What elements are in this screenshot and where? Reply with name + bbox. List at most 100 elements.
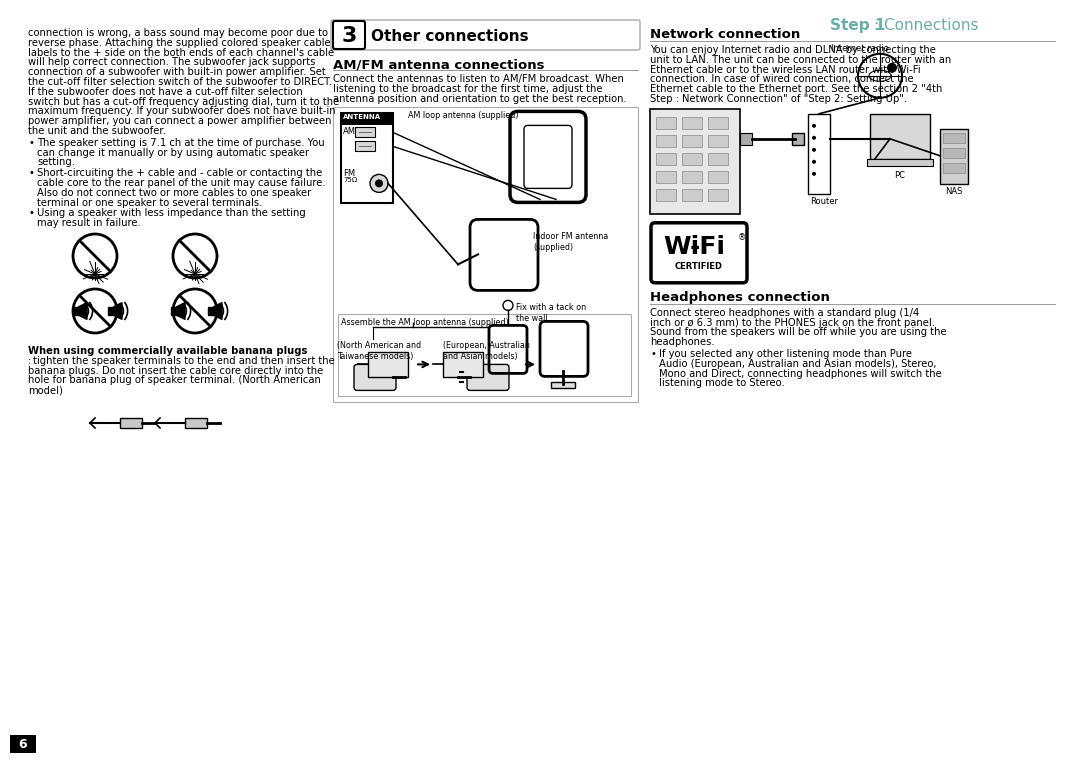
Text: The speaker setting is 7.1 ch at the time of purchase. You: The speaker setting is 7.1 ch at the tim…	[37, 138, 325, 148]
Text: Audio (European, Australian and Asian models), Stereo,: Audio (European, Australian and Asian mo…	[659, 359, 936, 369]
Circle shape	[812, 172, 816, 176]
Text: You can enjoy Internet radio and DLNA by connecting the: You can enjoy Internet radio and DLNA by…	[650, 45, 936, 55]
FancyBboxPatch shape	[330, 20, 640, 50]
Bar	[708, 189, 728, 200]
Text: When using commercially available banana plugs: When using commercially available banana…	[28, 346, 308, 356]
Bar	[341, 113, 393, 125]
Bar	[368, 353, 408, 377]
Text: ANTENNA: ANTENNA	[343, 115, 381, 120]
Circle shape	[812, 160, 816, 164]
Text: headphones.: headphones.	[650, 337, 715, 347]
Bar	[708, 171, 728, 183]
Polygon shape	[108, 307, 113, 315]
Bar	[681, 117, 702, 129]
Bar	[656, 171, 676, 183]
Text: unit to LAN. The unit can be connected to the router with an: unit to LAN. The unit can be connected t…	[650, 55, 951, 65]
Text: switch but has a cut-off frequency adjusting dial, turn it to the: switch but has a cut-off frequency adjus…	[28, 96, 339, 106]
Text: the unit and the subwoofer.: the unit and the subwoofer.	[28, 126, 166, 136]
Bar	[943, 148, 966, 158]
Text: Step 1: Step 1	[831, 18, 886, 33]
Bar	[708, 135, 728, 147]
Text: hole for banana plug of speaker terminal. (North American: hole for banana plug of speaker terminal…	[28, 376, 321, 386]
Circle shape	[812, 148, 816, 151]
Text: •: •	[650, 349, 656, 359]
Text: Mono and Direct, connecting headphones will switch the: Mono and Direct, connecting headphones w…	[659, 369, 942, 379]
Bar	[792, 133, 804, 145]
Text: AM/FM antenna connections: AM/FM antenna connections	[333, 58, 544, 71]
Bar	[355, 128, 375, 138]
Text: listening to the broadcast for the first time, adjust the: listening to the broadcast for the first…	[333, 84, 603, 94]
Text: the cut-off filter selection switch of the subwoofer to DIRECT.: the cut-off filter selection switch of t…	[28, 77, 333, 87]
Bar	[341, 113, 393, 203]
Text: Network connection: Network connection	[650, 28, 800, 41]
Bar	[333, 107, 638, 402]
Text: Step : Network Connection" of "Step 2: Setting Up".: Step : Network Connection" of "Step 2: S…	[650, 94, 907, 104]
Bar	[808, 114, 831, 194]
FancyBboxPatch shape	[333, 21, 365, 49]
Text: connection is wrong, a bass sound may become poor due to: connection is wrong, a bass sound may be…	[28, 28, 328, 38]
Text: terminal or one speaker to several terminals.: terminal or one speaker to several termi…	[37, 197, 262, 207]
Text: Indoor FM antenna
(supplied): Indoor FM antenna (supplied)	[534, 233, 608, 252]
Polygon shape	[208, 307, 214, 315]
Bar	[943, 163, 966, 173]
Text: Sound from the speakers will be off while you are using the: Sound from the speakers will be off whil…	[650, 327, 947, 337]
Bar	[185, 418, 207, 428]
Bar	[943, 133, 966, 143]
Text: Other connections: Other connections	[372, 28, 528, 44]
Text: setting.: setting.	[37, 158, 75, 168]
Text: FM: FM	[343, 169, 355, 178]
Text: : Connections: : Connections	[874, 18, 978, 33]
Text: Also do not connect two or more cables to one speaker: Also do not connect two or more cables t…	[37, 187, 311, 198]
Bar	[10, 735, 36, 753]
Bar	[867, 159, 933, 166]
Text: If the subwoofer does not have a cut-off filter selection: If the subwoofer does not have a cut-off…	[28, 86, 302, 97]
Text: 75Ω: 75Ω	[343, 177, 357, 184]
FancyBboxPatch shape	[467, 364, 509, 390]
Circle shape	[887, 63, 897, 73]
Text: can change it manually or by using automatic speaker: can change it manually or by using autom…	[37, 148, 309, 158]
Circle shape	[375, 180, 383, 187]
Text: 6: 6	[18, 737, 27, 750]
Bar	[338, 314, 631, 396]
Text: Connect stereo headphones with a standard plug (1/4: Connect stereo headphones with a standar…	[650, 308, 919, 317]
Bar	[708, 153, 728, 164]
Text: PC: PC	[894, 171, 905, 180]
Bar	[650, 109, 740, 213]
Bar	[940, 129, 968, 184]
Circle shape	[503, 301, 513, 311]
Text: will help correct connection. The subwoofer jack supports: will help correct connection. The subwoo…	[28, 57, 315, 67]
Circle shape	[370, 174, 388, 193]
Text: 3: 3	[341, 26, 356, 46]
Text: Short-circuiting the + cable and - cable or contacting the: Short-circuiting the + cable and - cable…	[37, 168, 322, 178]
Bar	[681, 153, 702, 164]
Text: connection. In case of wired connection, connect the: connection. In case of wired connection,…	[650, 74, 914, 84]
Bar	[681, 189, 702, 200]
Text: inch or ø 6.3 mm) to the PHONES jack on the front panel.: inch or ø 6.3 mm) to the PHONES jack on …	[650, 317, 935, 327]
Text: connection of a subwoofer with built-in power amplifier. Set: connection of a subwoofer with built-in …	[28, 67, 326, 77]
Text: maximum frequency. If your subwoofer does not have built-in: maximum frequency. If your subwoofer doe…	[28, 106, 336, 116]
Text: Internet radio: Internet radio	[832, 44, 889, 53]
Text: Router: Router	[810, 197, 838, 206]
Text: •: •	[28, 168, 33, 178]
Bar	[656, 135, 676, 147]
Text: antenna position and orientation to get the best reception.: antenna position and orientation to get …	[333, 93, 626, 103]
Bar	[551, 382, 575, 389]
Text: -Fi: -Fi	[690, 235, 726, 259]
Text: Assemble the AM loop antenna (supplied).: Assemble the AM loop antenna (supplied).	[341, 318, 511, 327]
Text: labels to the + side on the both ends of each channel's cable: labels to the + side on the both ends of…	[28, 47, 334, 57]
Text: banana plugs. Do not insert the cable core directly into the: banana plugs. Do not insert the cable co…	[28, 366, 323, 376]
Text: model): model)	[28, 386, 63, 396]
Text: (European, Australian
and Asian models): (European, Australian and Asian models)	[443, 341, 530, 361]
Text: (North American and
Taiwanese models): (North American and Taiwanese models)	[337, 341, 421, 361]
FancyBboxPatch shape	[510, 112, 586, 203]
FancyBboxPatch shape	[524, 125, 572, 188]
Polygon shape	[214, 303, 222, 320]
Text: listening mode to Stereo.: listening mode to Stereo.	[659, 379, 785, 389]
FancyBboxPatch shape	[470, 220, 538, 291]
Text: Fix with a tack on
the wall.: Fix with a tack on the wall.	[516, 304, 586, 323]
Bar	[656, 189, 676, 200]
Bar	[355, 142, 375, 151]
Text: AM: AM	[343, 128, 356, 136]
Bar	[708, 117, 728, 129]
Text: Ethernet cable to the Ethernet port. See the section 2 "4th: Ethernet cable to the Ethernet port. See…	[650, 84, 943, 94]
